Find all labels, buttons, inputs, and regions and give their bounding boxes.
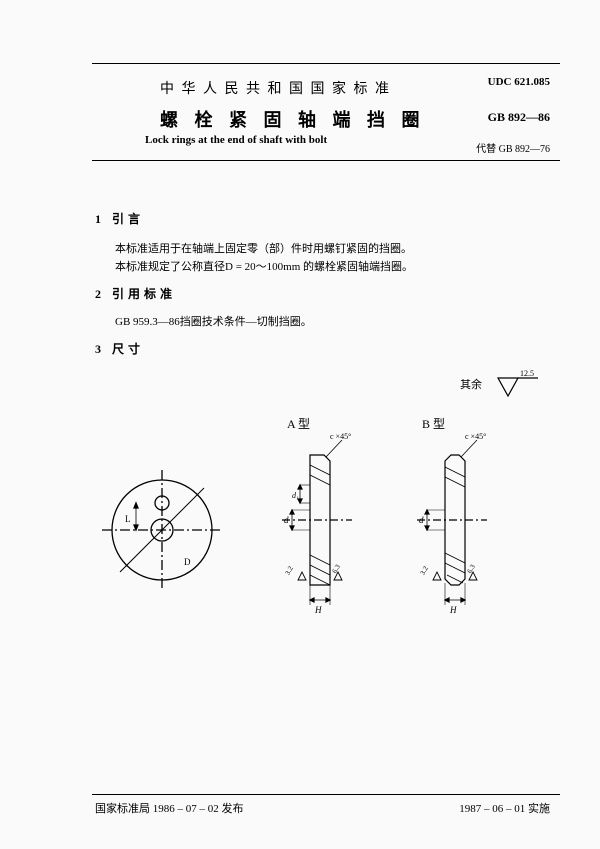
rule-title <box>92 160 560 161</box>
rule-bottom <box>92 794 560 795</box>
ra-left-a: 3.2 <box>284 564 296 576</box>
section-1-heading: 1 引言 <box>95 210 144 227</box>
section-1-para-1: 本标准适用于在轴端上固定零（部）件时用螺钉紧固的挡圈。 <box>115 240 412 256</box>
dim-d1-a: d₁ <box>292 491 299 500</box>
rule-top <box>92 63 560 64</box>
ra-right-a: 6.3 <box>331 563 343 575</box>
dim-H-a: H <box>314 605 322 615</box>
type-b-section: c ×45° d H 3.2 6.3 <box>387 425 507 625</box>
diagram-area: L D 其余 12.5 A 型 <box>92 370 550 640</box>
ra-left-b: 3.2 <box>419 564 431 576</box>
footer-effective: 1987 – 06 – 01 实施 <box>459 800 550 816</box>
section-2-para-1: GB 959.3—86挡圈技术条件—切制挡圈。 <box>115 313 312 329</box>
page: 中 华 人 民 共 和 国 国 家 标 准 螺 栓 紧 固 轴 端 挡 圈 Lo… <box>0 0 600 849</box>
extra-label: 其余 <box>460 377 482 391</box>
front-view-diagram: L D <box>92 460 232 600</box>
dim-H-b: H <box>449 605 457 615</box>
chamfer-b: c ×45° <box>465 432 486 441</box>
udc-code: UDC 621.085 <box>488 76 550 88</box>
dim-L-label: L <box>125 514 131 524</box>
footer-issued: 国家标准局 1986 – 07 – 02 发布 <box>95 800 244 816</box>
dim-d-b: d <box>419 515 424 525</box>
ra-right-b: 6.3 <box>466 563 478 575</box>
type-a-section: c ×45° d₁ d H 3.2 6.3 <box>252 425 372 625</box>
section-1-para-2: 本标准规定了公称直径D = 20～100mm 的螺栓紧固轴端挡圈。 <box>115 258 413 274</box>
dim-d-a: d <box>284 515 289 525</box>
org-title: 中 华 人 民 共 和 国 国 家 标 准 <box>160 78 391 98</box>
gb-code: GB 892—86 <box>488 110 550 125</box>
main-title-cn: 螺 栓 紧 固 轴 端 挡 圈 <box>160 106 426 132</box>
extra-value: 12.5 <box>520 370 534 378</box>
chamfer-a: c ×45° <box>330 432 351 441</box>
supersedes: 代替 GB 892—76 <box>476 140 550 155</box>
section-3-heading: 3 尺寸 <box>95 340 144 357</box>
section-2-heading: 2 引用标准 <box>95 285 176 302</box>
roughness-extra: 其余 12.5 <box>460 370 550 410</box>
dim-D-label: D <box>184 557 191 567</box>
main-title-en: Lock rings at the end of shaft with bolt <box>145 134 327 146</box>
